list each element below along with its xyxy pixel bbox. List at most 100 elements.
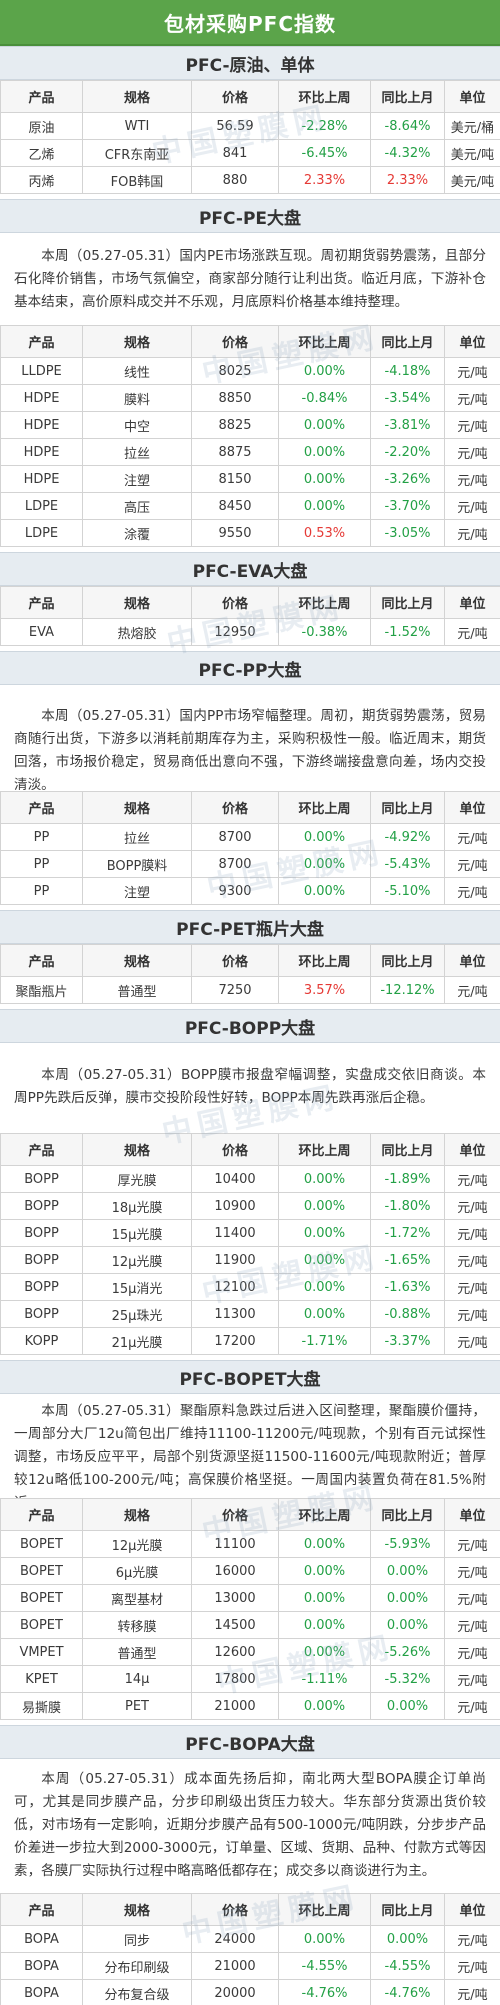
column-header-price: 价格 [191,586,279,619]
cell-spec: 热熔胶 [82,618,192,646]
column-header-month-change: 同比上月 [370,80,445,113]
cell-product: 易撕膜 [0,1692,83,1720]
cell-week-change: 0.00% [278,438,371,466]
cell-product: 原油 [0,112,83,140]
cell-unit: 元/吨 [444,823,500,851]
column-header-price: 价格 [191,325,279,358]
cell-spec: 厚光膜 [82,1165,192,1193]
cell-spec: 离型基材 [82,1584,192,1612]
cell-price: 13000 [191,1584,279,1612]
table-header-row: 产品 规格 价格 环比上周 同比上月 单位 [0,791,500,824]
cell-price: 12100 [191,1273,279,1301]
cell-price: 12950 [191,618,279,646]
cell-week-change: 0.00% [278,1165,371,1193]
column-header-price: 价格 [191,80,279,113]
cell-month-change: -5.26% [370,1638,445,1666]
cell-week-change: 0.00% [278,1692,371,1720]
cell-unit: 美元/吨 [444,139,500,167]
column-header-month-change: 同比上月 [370,1133,445,1166]
table-row: BOPP 18μ光膜 10900 0.00% -1.80% 元/吨 [0,1192,500,1220]
cell-month-change: -3.54% [370,384,445,412]
column-header-spec: 规格 [82,80,192,113]
cell-spec: 拉丝 [82,438,192,466]
column-header-price: 价格 [191,1498,279,1531]
cell-price: 8150 [191,465,279,493]
cell-price: 21000 [191,1952,279,1980]
cell-unit: 元/吨 [444,850,500,878]
cell-product: BOPET [0,1530,83,1558]
cell-spec: 涂覆 [82,519,192,547]
cell-week-change: 0.00% [278,823,371,851]
cell-spec: 12μ光膜 [82,1530,192,1558]
column-header-product: 产品 [0,791,83,824]
cell-spec: FOB韩国 [82,166,192,194]
cell-product: LDPE [0,492,83,520]
cell-week-change: -1.71% [278,1327,371,1355]
cell-spec: 15μ消光 [82,1273,192,1301]
table-row: BOPET 转移膜 14500 0.00% 0.00% 元/吨 [0,1611,500,1639]
table-row: BOPA 分布印刷级 21000 -4.55% -4.55% 元/吨 [0,1952,500,1980]
cell-price: 8700 [191,823,279,851]
cell-month-change: -5.43% [370,850,445,878]
column-header-month-change: 同比上月 [370,1893,445,1926]
cell-product: 丙烯 [0,166,83,194]
table-header-row: 产品 规格 价格 环比上周 同比上月 单位 [0,586,500,619]
column-header-product: 产品 [0,80,83,113]
cell-week-change: -0.84% [278,384,371,412]
cell-price: 880 [191,166,279,194]
table-row: KOPP 21μ光膜 17200 -1.71% -3.37% 元/吨 [0,1327,500,1355]
cell-unit: 元/吨 [444,877,500,905]
cell-unit: 元/吨 [444,1530,500,1558]
cell-price: 9300 [191,877,279,905]
cell-price: 8700 [191,850,279,878]
cell-product: BOPA [0,1925,83,1953]
cell-month-change: -3.70% [370,492,445,520]
column-header-product: 产品 [0,944,83,977]
price-table: 产品 规格 价格 环比上周 同比上月 单位 BOPA 同步 24000 0.00% 0.00% 元/吨… [0,1893,500,2005]
column-header-week-change: 环比上周 [278,1498,371,1531]
column-header-spec: 规格 [82,1498,192,1531]
cell-month-change: 0.00% [370,1557,445,1585]
cell-month-change: -4.92% [370,823,445,851]
cell-spec: 拉丝 [82,823,192,851]
cell-month-change: 0.00% [370,1584,445,1612]
column-header-spec: 规格 [82,586,192,619]
cell-price: 11300 [191,1300,279,1328]
table-row: LDPE 涂覆 9550 0.53% -3.05% 元/吨 [0,519,500,547]
cell-product: HDPE [0,384,83,412]
cell-product: BOPET [0,1611,83,1639]
table-header-row: 产品 规格 价格 环比上周 同比上月 单位 [0,1498,500,1531]
column-header-unit: 单位 [444,1133,500,1166]
cell-product: LDPE [0,519,83,547]
column-header-week-change: 环比上周 [278,325,371,358]
table-row: 丙烯 FOB韩国 880 2.33% 2.33% 美元/吨 [0,166,500,194]
column-header-price: 价格 [191,791,279,824]
table-header-row: 产品 规格 价格 环比上周 同比上月 单位 [0,1133,500,1166]
cell-price: 11900 [191,1246,279,1274]
cell-spec: 14μ [82,1665,192,1693]
table-row: LDPE 高压 8450 0.00% -3.70% 元/吨 [0,492,500,520]
market-summary: 本周（05.27-05.31）国内PP市场窄幅整理。周初，期货弱势震荡，贸易商随… [14,708,486,791]
cell-month-change: -3.26% [370,465,445,493]
cell-week-change: 0.00% [278,850,371,878]
section-bopa: PFC-BOPA大盘 本周（05.27-05.31）成本面先扬后抑，南北两大型B… [0,1725,500,2005]
column-header-spec: 规格 [82,1893,192,1926]
cell-week-change: 2.33% [278,166,371,194]
cell-product: EVA [0,618,83,646]
cell-spec: 25μ珠光 [82,1300,192,1328]
column-header-unit: 单位 [444,325,500,358]
column-header-unit: 单位 [444,944,500,977]
section-title: PFC-BOPA大盘 [0,1725,500,1759]
cell-unit: 元/吨 [444,976,500,1004]
table-row: BOPA 同步 24000 0.00% 0.00% 元/吨 [0,1925,500,1953]
cell-unit: 元/吨 [444,1192,500,1220]
column-header-spec: 规格 [82,325,192,358]
cell-month-change: -5.32% [370,1665,445,1693]
column-header-product: 产品 [0,325,83,358]
cell-unit: 元/吨 [444,1246,500,1274]
cell-unit: 元/吨 [444,1665,500,1693]
table-row: HDPE 注塑 8150 0.00% -3.26% 元/吨 [0,465,500,493]
section-pp: PFC-PP大盘 本周（05.27-05.31）国内PP市场窄幅整理。周初，期货… [0,651,500,905]
cell-unit: 元/吨 [444,618,500,646]
